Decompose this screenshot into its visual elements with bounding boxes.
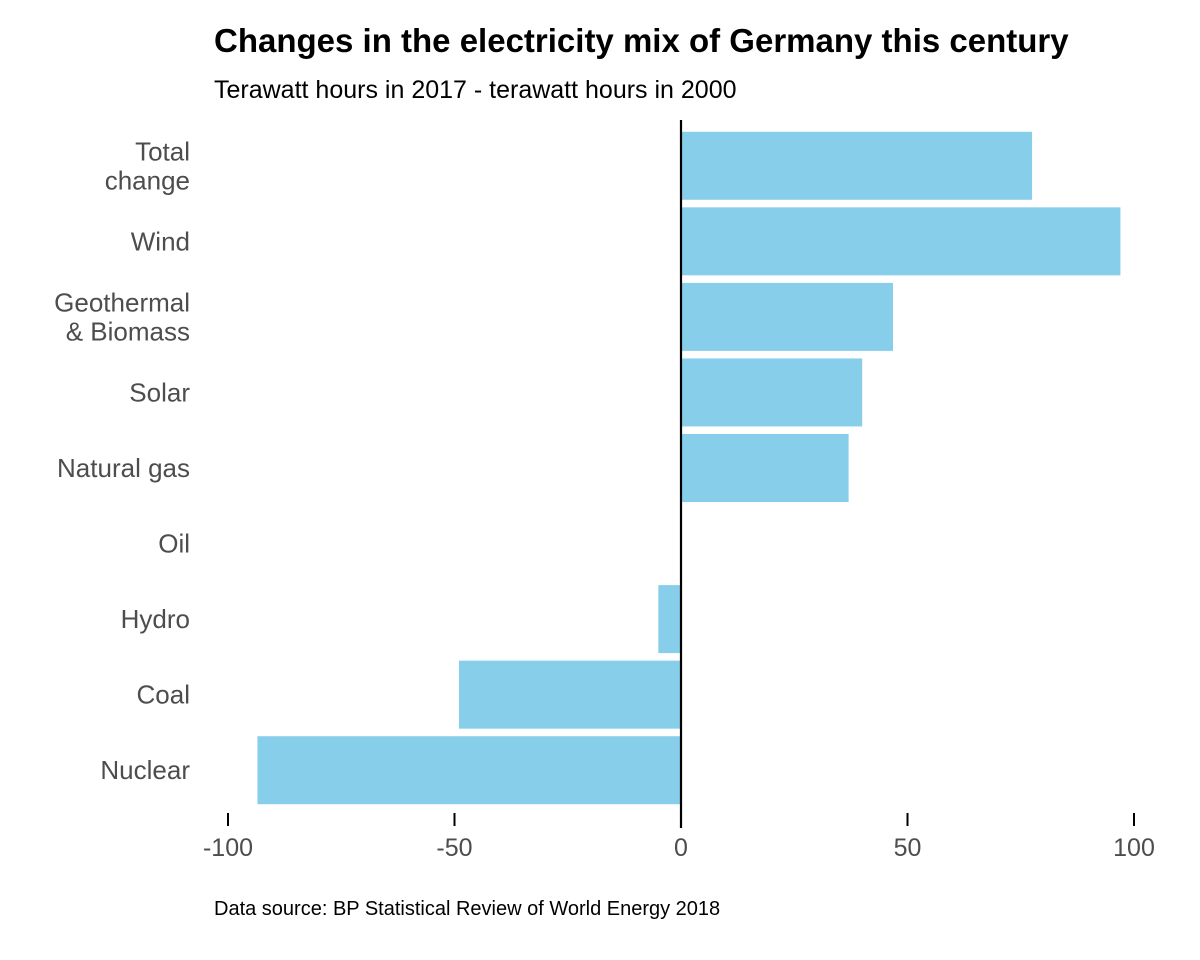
category-label: Natural gas — [57, 453, 190, 483]
bar-geothermal-biomass — [681, 282, 894, 351]
x-tick-label: 100 — [1113, 834, 1155, 862]
bar-nuclear — [257, 736, 681, 805]
bar-solar — [681, 358, 863, 427]
category-label: Oil — [158, 529, 190, 559]
category-label: Wind — [131, 226, 190, 256]
category-labels: Total change Wind Geothermal & Biomass Solar N… — [54, 136, 190, 785]
category-label: Nuclear — [100, 755, 190, 785]
x-tick-label: -100 — [203, 834, 253, 862]
category-label: Solar — [129, 377, 190, 407]
x-axis: -100 -50 0 50 100 — [203, 813, 1155, 862]
category-label: Geothermal & Biomass — [54, 287, 190, 346]
x-tick-label: 50 — [894, 834, 922, 862]
bar-total-change — [681, 131, 1033, 200]
category-label: Total change — [105, 136, 190, 195]
data-source-caption: Data source: BP Statistical Review of Wo… — [214, 898, 721, 920]
category-label: Hydro — [121, 604, 190, 634]
bar-natural-gas — [681, 434, 849, 502]
bar-coal — [459, 660, 681, 729]
x-tick-label: 0 — [674, 834, 688, 862]
chart-title: Changes in the electricity mix of German… — [214, 22, 1069, 59]
bars-group — [257, 131, 1121, 805]
bar-hydro — [658, 585, 681, 654]
category-label: Coal — [137, 680, 190, 710]
chart-subtitle: Terawatt hours in 2017 - terawatt hours … — [214, 76, 737, 104]
bar-wind — [681, 207, 1121, 276]
x-tick-label: -50 — [436, 834, 472, 862]
